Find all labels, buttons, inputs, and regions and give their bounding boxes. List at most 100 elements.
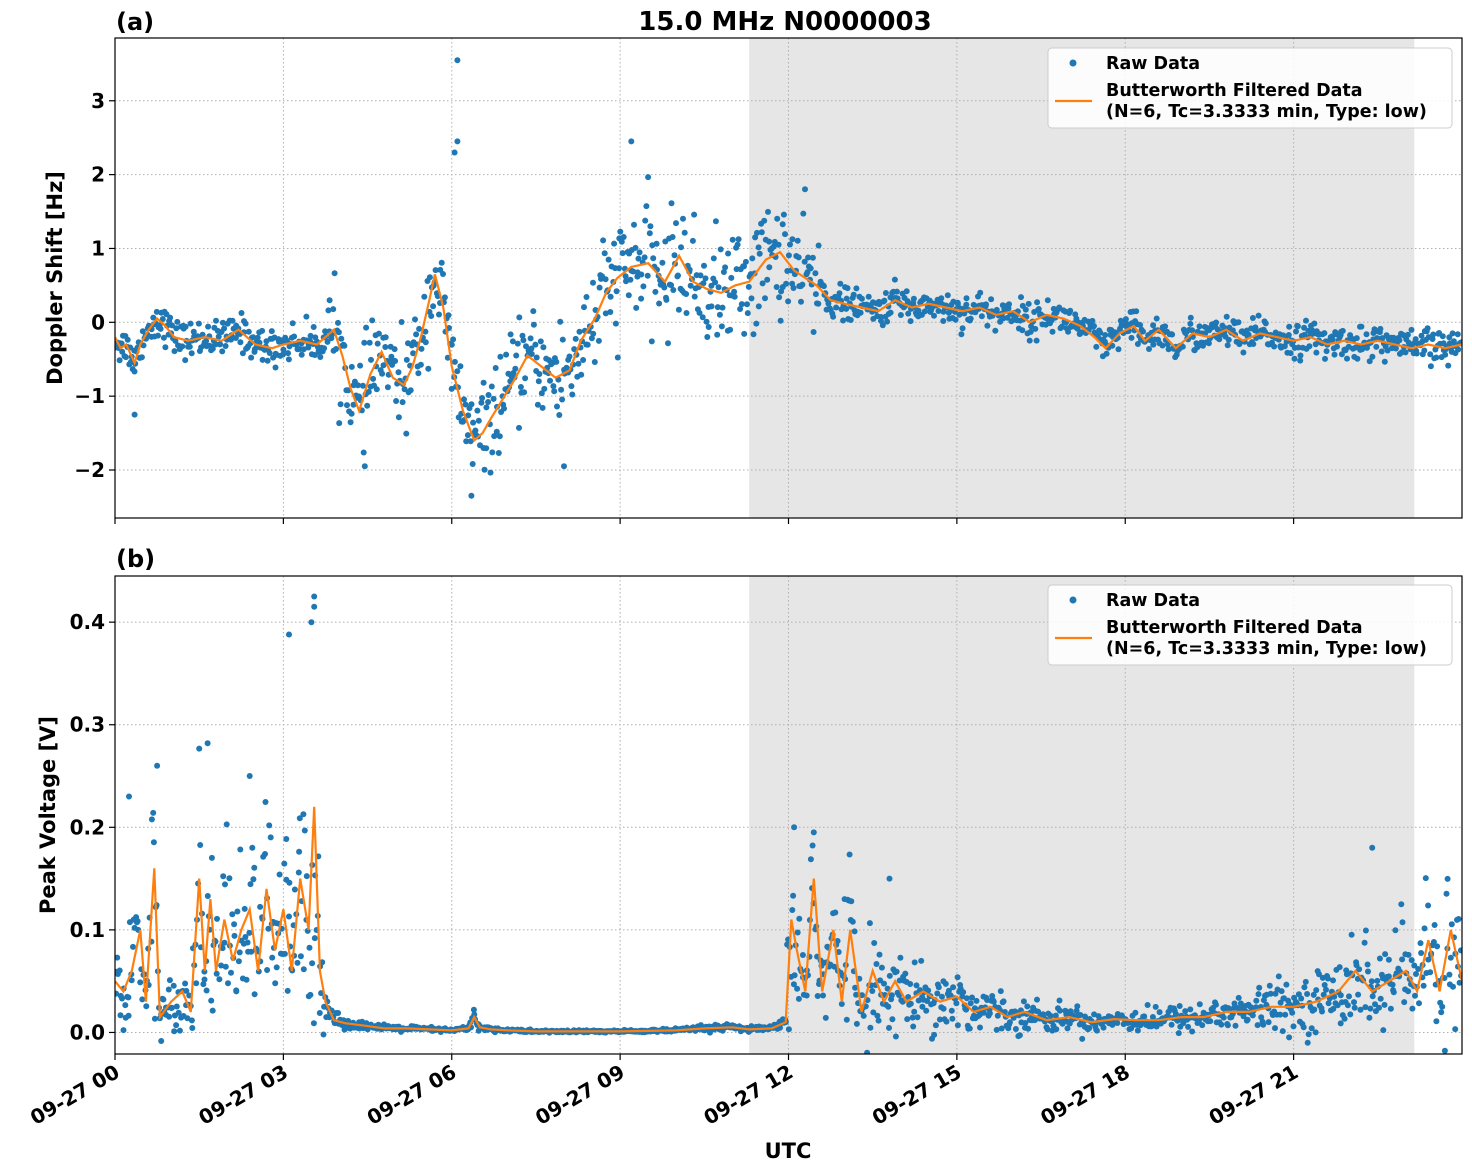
raw-point [1366, 358, 1373, 365]
raw-point [977, 1024, 983, 1031]
raw-point [366, 339, 373, 346]
raw-point [1304, 1039, 1311, 1046]
raw-point [675, 306, 682, 313]
raw-point [805, 254, 812, 261]
raw-point [1431, 922, 1438, 928]
raw-point [867, 1024, 874, 1031]
raw-point [820, 283, 827, 290]
raw-point [1330, 1005, 1337, 1012]
raw-point [572, 335, 579, 342]
raw-point [940, 1005, 947, 1012]
raw-point [190, 328, 197, 335]
raw-point [737, 306, 744, 312]
raw-point [257, 903, 264, 910]
raw-point [704, 334, 711, 340]
raw-point [1380, 1027, 1387, 1034]
raw-point [203, 338, 210, 344]
raw-point [183, 987, 190, 994]
raw-point [237, 846, 244, 853]
raw-point [131, 368, 138, 375]
raw-point [774, 215, 781, 222]
raw-point [853, 285, 860, 292]
raw-point [483, 445, 490, 452]
raw-point [306, 944, 313, 951]
raw-point [1260, 1021, 1267, 1028]
raw-point [1265, 1019, 1272, 1026]
raw-point [958, 331, 965, 338]
raw-point [1018, 294, 1024, 301]
raw-point [1316, 971, 1322, 978]
raw-point [801, 258, 808, 265]
raw-point [731, 293, 738, 300]
raw-point [909, 1014, 916, 1021]
raw-point [285, 350, 291, 357]
raw-point [448, 385, 455, 392]
raw-point [627, 276, 634, 283]
raw-point [496, 433, 503, 440]
raw-point [1213, 319, 1220, 326]
raw-point [1286, 1034, 1293, 1041]
raw-point [320, 1031, 327, 1038]
raw-point [148, 816, 155, 823]
raw-point [291, 333, 298, 340]
raw-point [488, 383, 495, 390]
figure-title: 15.0 MHz N0000003 [638, 7, 931, 37]
legend-a-raw-label: Raw Data [1106, 54, 1200, 74]
raw-point [953, 1000, 960, 1007]
raw-point [316, 1010, 323, 1016]
raw-point [519, 332, 526, 339]
raw-point [514, 340, 521, 347]
raw-point [235, 958, 242, 965]
raw-point [918, 957, 925, 964]
raw-point [297, 953, 304, 960]
raw-point [648, 338, 655, 345]
raw-point [766, 238, 773, 245]
raw-point [673, 220, 679, 227]
raw-point [1398, 901, 1405, 908]
raw-point [907, 1000, 914, 1007]
raw-point [1425, 956, 1432, 963]
raw-point [1064, 1025, 1071, 1032]
raw-point [1381, 358, 1388, 365]
raw-point [1065, 328, 1072, 335]
raw-point [858, 295, 865, 302]
raw-point [1415, 966, 1422, 972]
raw-point [222, 963, 229, 970]
raw-point [790, 285, 797, 291]
raw-point [712, 218, 719, 225]
raw-point [1369, 993, 1376, 1000]
raw-point [1381, 1001, 1388, 1008]
raw-point [539, 404, 546, 411]
raw-point [683, 310, 690, 316]
raw-point [584, 341, 591, 348]
raw-point [931, 1031, 938, 1038]
raw-point [735, 236, 742, 243]
raw-point [948, 1007, 955, 1014]
raw-point [899, 998, 906, 1005]
raw-point [250, 334, 257, 341]
raw-point [173, 325, 180, 332]
raw-point [1089, 317, 1096, 324]
raw-point [1034, 299, 1041, 306]
raw-point [777, 317, 784, 324]
raw-point [1044, 297, 1051, 304]
raw-point [1336, 964, 1343, 971]
raw-point [1387, 1005, 1394, 1012]
raw-point [1389, 981, 1396, 988]
raw-point [1033, 337, 1040, 344]
raw-point [1313, 349, 1320, 356]
raw-point [333, 346, 339, 352]
raw-point [988, 296, 995, 303]
raw-point [1334, 1002, 1341, 1009]
raw-point [425, 365, 432, 372]
raw-point [1321, 330, 1328, 337]
raw-point [1377, 995, 1384, 1002]
raw-point [963, 295, 970, 302]
raw-point [729, 236, 736, 243]
raw-point [1159, 342, 1166, 349]
raw-point [840, 317, 847, 324]
raw-point [1254, 1022, 1261, 1029]
raw-point [734, 241, 741, 248]
raw-point [1115, 346, 1122, 353]
raw-point [1291, 355, 1298, 362]
